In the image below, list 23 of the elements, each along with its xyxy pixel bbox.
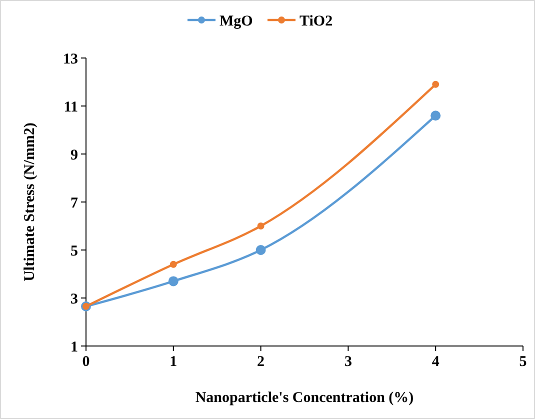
legend-label: TiO2 <box>300 13 333 30</box>
x-tick-label: 3 <box>344 354 352 370</box>
x-axis-title: Nanoparticle's Concentration (%) <box>195 390 414 406</box>
y-axis-title: Ultimate Stress (N/mm2) <box>22 122 38 282</box>
legend-label: MgO <box>220 13 253 30</box>
y-tick-label: 9 <box>70 147 78 164</box>
y-tick-label: 1 <box>70 339 78 356</box>
point <box>430 110 441 121</box>
x-tick-label: 4 <box>432 354 440 370</box>
point <box>256 245 266 255</box>
point <box>432 80 440 88</box>
x-tick-label: 2 <box>257 354 265 370</box>
y-tick-label: 13 <box>63 51 78 68</box>
y-tick-label: 11 <box>64 99 78 116</box>
x-tick-label: 0 <box>82 354 90 370</box>
y-tick-label: 3 <box>70 291 78 308</box>
y-tick-label: 5 <box>70 243 78 260</box>
x-tick-label: 5 <box>519 354 527 370</box>
y-tick-label: 7 <box>70 195 78 212</box>
x-tick-label: 1 <box>170 354 178 370</box>
point <box>168 276 178 286</box>
point <box>170 260 177 268</box>
point <box>257 222 264 230</box>
